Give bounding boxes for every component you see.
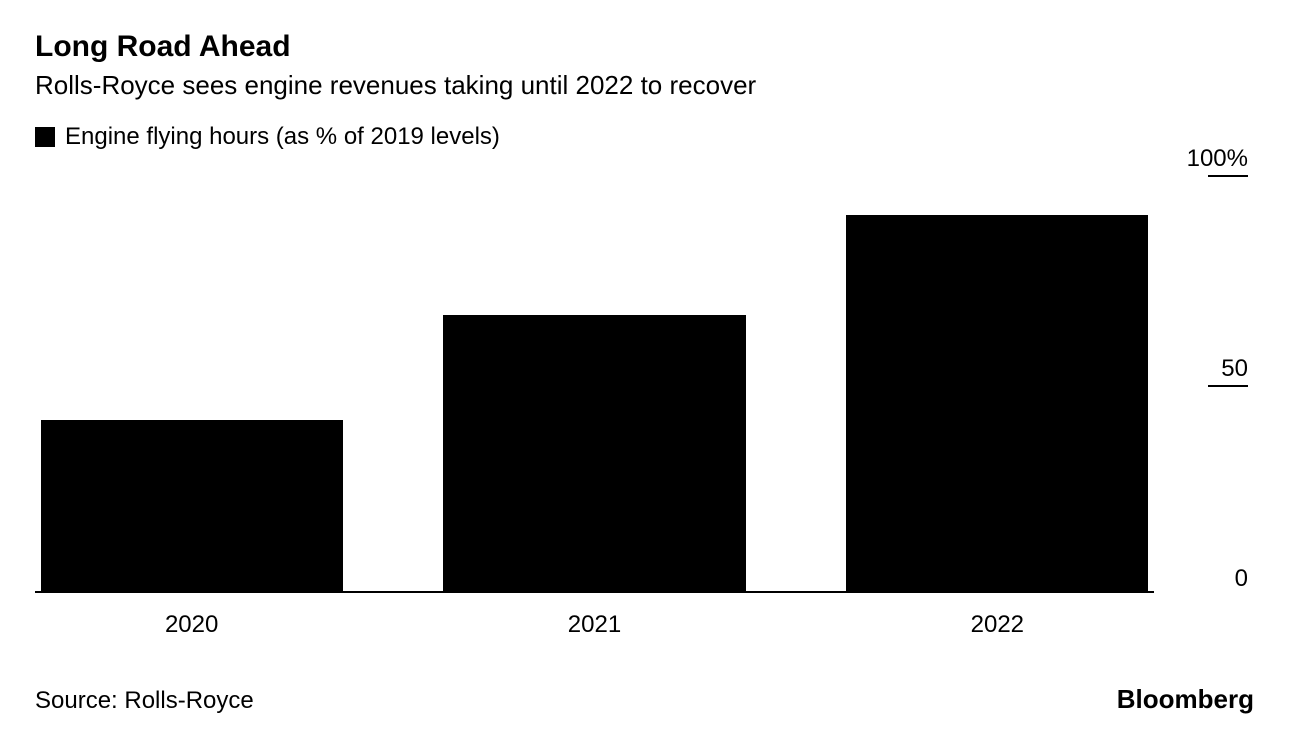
y-axis-tick: 0 bbox=[1154, 565, 1254, 593]
x-axis-labels: 2020 2021 2022 bbox=[35, 601, 1154, 641]
y-axis: 100%500 bbox=[1154, 173, 1254, 593]
y-axis-tick-mark bbox=[1208, 175, 1248, 177]
x-axis-label: 2021 bbox=[568, 611, 621, 639]
x-axis-label: 2022 bbox=[971, 611, 1024, 639]
source-text: Source: Rolls-Royce bbox=[35, 687, 254, 715]
chart-area: 100%500 bbox=[35, 173, 1254, 593]
brand-logo: Bloomberg bbox=[1117, 684, 1254, 715]
bar bbox=[846, 215, 1148, 591]
chart-title: Long Road Ahead bbox=[35, 30, 1254, 64]
y-axis-tick: 50 bbox=[1154, 355, 1254, 383]
bar bbox=[41, 420, 343, 591]
y-axis-tick: 100% bbox=[1154, 145, 1254, 173]
legend-label: Engine flying hours (as % of 2019 levels… bbox=[65, 123, 500, 151]
bar bbox=[443, 315, 745, 591]
chart-footer: Source: Rolls-Royce Bloomberg bbox=[35, 684, 1254, 715]
chart-plot bbox=[35, 173, 1154, 593]
legend-swatch bbox=[35, 127, 55, 147]
x-axis-label: 2020 bbox=[165, 611, 218, 639]
chart-legend: Engine flying hours (as % of 2019 levels… bbox=[35, 123, 1254, 151]
y-axis-tick-label: 100% bbox=[1154, 145, 1254, 173]
y-axis-tick-label: 50 bbox=[1154, 355, 1254, 383]
y-axis-tick-label: 0 bbox=[1154, 565, 1254, 593]
y-axis-tick-mark bbox=[1208, 385, 1248, 387]
chart-subtitle: Rolls-Royce sees engine revenues taking … bbox=[35, 70, 1254, 101]
